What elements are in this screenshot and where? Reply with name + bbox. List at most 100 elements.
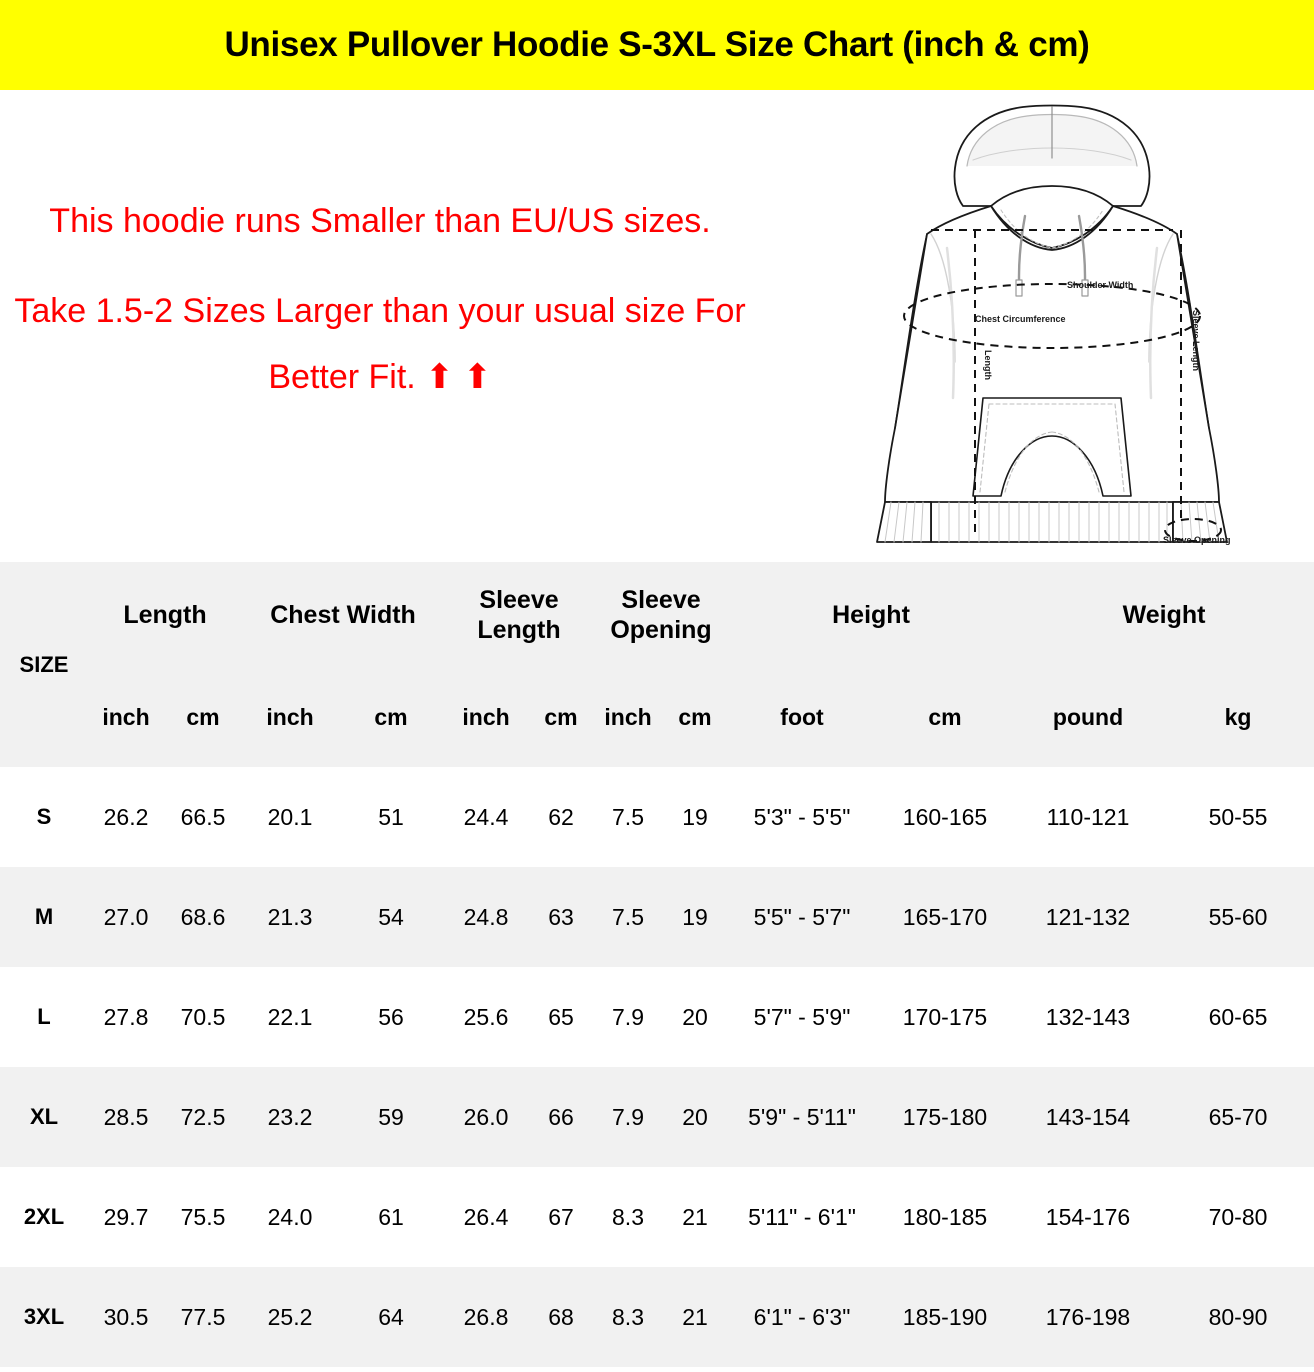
table-body: S 26.2 66.5 20.1 51 24.4 62 7.5 19 5'3" … bbox=[0, 767, 1314, 1367]
table-row: XL 28.5 72.5 23.2 59 26.0 66 7.9 20 5'9"… bbox=[0, 1067, 1314, 1167]
cell-sleeve-opening-inch: 7.5 bbox=[612, 803, 644, 830]
cell-height-cm: 185-190 bbox=[902, 1303, 988, 1330]
cell-length-cm: 75.5 bbox=[180, 1203, 226, 1230]
cell-sleeve-length-cm: 65 bbox=[548, 1003, 574, 1030]
cell-length-cm: 72.5 bbox=[180, 1103, 226, 1130]
cell-sleeve-opening-cm: 19 bbox=[682, 803, 708, 830]
cell-sleeve-length-inch: 24.4 bbox=[463, 803, 509, 830]
cell-length-inch: 27.8 bbox=[103, 1003, 149, 1030]
cell-length-inch: 30.5 bbox=[103, 1303, 149, 1330]
cell-sleeve-opening-cm: 20 bbox=[682, 1103, 708, 1130]
cell-chest-cm: 54 bbox=[378, 903, 404, 930]
intro-section: This hoodie runs Smaller than EU/US size… bbox=[0, 90, 1314, 562]
header-unit-sleeve-opening-inch: inch bbox=[594, 667, 663, 767]
cell-sleeve-opening-inch: 8.3 bbox=[612, 1203, 644, 1230]
cell-sleeve-length-inch: 26.8 bbox=[463, 1303, 509, 1330]
cell-length-inch: 26.2 bbox=[103, 803, 149, 830]
cell-height-cm: 180-185 bbox=[902, 1203, 988, 1230]
cell-weight-pound: 143-154 bbox=[1045, 1103, 1131, 1130]
cell-length-cm: 66.5 bbox=[180, 803, 226, 830]
cell-chest-cm: 59 bbox=[378, 1103, 404, 1130]
cell-weight-kg: 70-80 bbox=[1208, 1203, 1268, 1230]
cell-height-foot: 5'7" - 5'9" bbox=[753, 1003, 851, 1030]
cell-weight-pound: 176-198 bbox=[1045, 1303, 1131, 1330]
cell-weight-kg: 50-55 bbox=[1208, 803, 1268, 830]
page-title: Unisex Pullover Hoodie S-3XL Size Chart … bbox=[224, 25, 1090, 64]
header-group-chest-width: Chest Width bbox=[242, 562, 445, 667]
size-chart-table: SIZE Length Chest Width Sleeve Length Sl… bbox=[0, 562, 1314, 1367]
cell-sleeve-opening-inch: 7.5 bbox=[612, 903, 644, 930]
cell-sleeve-length-cm: 62 bbox=[548, 803, 574, 830]
table-row: 3XL 30.5 77.5 25.2 64 26.8 68 8.3 21 6'1… bbox=[0, 1267, 1314, 1367]
header-group-sleeve-opening: Sleeve Opening bbox=[594, 562, 729, 667]
cell-sleeve-length-inch: 26.4 bbox=[463, 1203, 509, 1230]
header-unit-sleeve-length-inch: inch bbox=[444, 667, 529, 767]
cell-height-foot: 6'1" - 6'3" bbox=[753, 1303, 851, 1330]
cell-sleeve-opening-inch: 7.9 bbox=[612, 1003, 644, 1030]
header-unit-length-inch: inch bbox=[88, 667, 164, 767]
header-unit-length-cm: cm bbox=[164, 667, 243, 767]
chest-circumference-label: Chest Circumference bbox=[975, 314, 1066, 324]
header-unit-chest-cm: cm bbox=[338, 667, 445, 767]
header-unit-sleeve-length-cm: cm bbox=[528, 667, 595, 767]
table-row: L 27.8 70.5 22.1 56 25.6 65 7.9 20 5'7" … bbox=[0, 967, 1314, 1067]
cell-length-cm: 77.5 bbox=[180, 1303, 226, 1330]
cell-size: M bbox=[34, 904, 54, 929]
cell-chest-cm: 56 bbox=[378, 1003, 404, 1030]
cell-chest-inch: 21.3 bbox=[267, 903, 313, 930]
cell-weight-pound: 110-121 bbox=[1046, 803, 1130, 830]
cell-length-inch: 27.0 bbox=[103, 903, 149, 930]
sizing-notice: This hoodie runs Smaller than EU/US size… bbox=[0, 188, 760, 410]
header-row-groups: SIZE Length Chest Width Sleeve Length Sl… bbox=[0, 562, 1314, 767]
cell-sleeve-opening-cm: 21 bbox=[682, 1303, 708, 1330]
cell-sleeve-length-cm: 66 bbox=[548, 1103, 574, 1130]
header-group-height: Height bbox=[728, 562, 1015, 667]
header-group-sleeve-length: Sleeve Length bbox=[444, 562, 595, 667]
cell-length-cm: 70.5 bbox=[180, 1003, 226, 1030]
cell-sleeve-length-cm: 67 bbox=[548, 1203, 574, 1230]
shoulder-width-label: Shoulder Width bbox=[1067, 280, 1133, 290]
cell-sleeve-opening-cm: 19 bbox=[682, 903, 708, 930]
cell-size: S bbox=[36, 804, 52, 829]
cell-height-foot: 5'5" - 5'7" bbox=[753, 903, 851, 930]
notice-line-2: Take 1.5-2 Sizes Larger than your usual … bbox=[14, 292, 746, 396]
header-size: SIZE bbox=[0, 562, 88, 767]
cell-weight-kg: 55-60 bbox=[1208, 903, 1268, 930]
cell-chest-inch: 25.2 bbox=[267, 1303, 313, 1330]
cell-height-foot: 5'3" - 5'5" bbox=[753, 803, 851, 830]
title-banner: Unisex Pullover Hoodie S-3XL Size Chart … bbox=[0, 0, 1314, 90]
table-header: SIZE Length Chest Width Sleeve Length Sl… bbox=[0, 562, 1314, 767]
header-group-length: Length bbox=[88, 562, 243, 667]
sleeve-opening-guide bbox=[1164, 518, 1222, 542]
cell-sleeve-opening-cm: 21 bbox=[682, 1203, 708, 1230]
cell-sleeve-length-inch: 26.0 bbox=[463, 1103, 509, 1130]
chest-circumference-guide bbox=[903, 283, 1201, 349]
cell-height-cm: 170-175 bbox=[902, 1003, 988, 1030]
hoodie-diagram: Shoulder Width Chest Circumference Lengt… bbox=[855, 98, 1250, 553]
cell-chest-inch: 22.1 bbox=[267, 1003, 313, 1030]
cell-height-cm: 175-180 bbox=[902, 1103, 988, 1130]
cell-length-cm: 68.6 bbox=[180, 903, 226, 930]
header-unit-height-foot: foot bbox=[728, 667, 877, 767]
cell-chest-inch: 20.1 bbox=[267, 803, 313, 830]
cell-weight-kg: 65-70 bbox=[1208, 1103, 1268, 1130]
cell-weight-pound: 121-132 bbox=[1045, 903, 1131, 930]
cell-length-inch: 29.7 bbox=[103, 1203, 149, 1230]
cell-chest-inch: 23.2 bbox=[267, 1103, 313, 1130]
cell-height-cm: 160-165 bbox=[902, 803, 988, 830]
cell-weight-pound: 154-176 bbox=[1045, 1203, 1131, 1230]
cell-size: L bbox=[37, 1004, 51, 1029]
header-unit-weight-pound: pound bbox=[1014, 667, 1163, 767]
table-row: 2XL 29.7 75.5 24.0 61 26.4 67 8.3 21 5'1… bbox=[0, 1167, 1314, 1267]
sleeve-length-label: Sleeve Length bbox=[1191, 310, 1201, 371]
header-row-units: inch cm inch cm inch cm inch cm foot cm … bbox=[0, 667, 1314, 767]
cell-weight-pound: 132-143 bbox=[1045, 1003, 1131, 1030]
header-unit-sleeve-opening-cm: cm bbox=[662, 667, 729, 767]
table-row: S 26.2 66.5 20.1 51 24.4 62 7.5 19 5'3" … bbox=[0, 767, 1314, 867]
cell-chest-inch: 24.0 bbox=[267, 1203, 313, 1230]
cell-sleeve-length-cm: 68 bbox=[548, 1303, 574, 1330]
cell-sleeve-opening-inch: 7.9 bbox=[612, 1103, 644, 1130]
cell-weight-kg: 60-65 bbox=[1208, 1003, 1268, 1030]
cell-chest-cm: 51 bbox=[378, 803, 404, 830]
cell-sleeve-length-cm: 63 bbox=[548, 903, 574, 930]
